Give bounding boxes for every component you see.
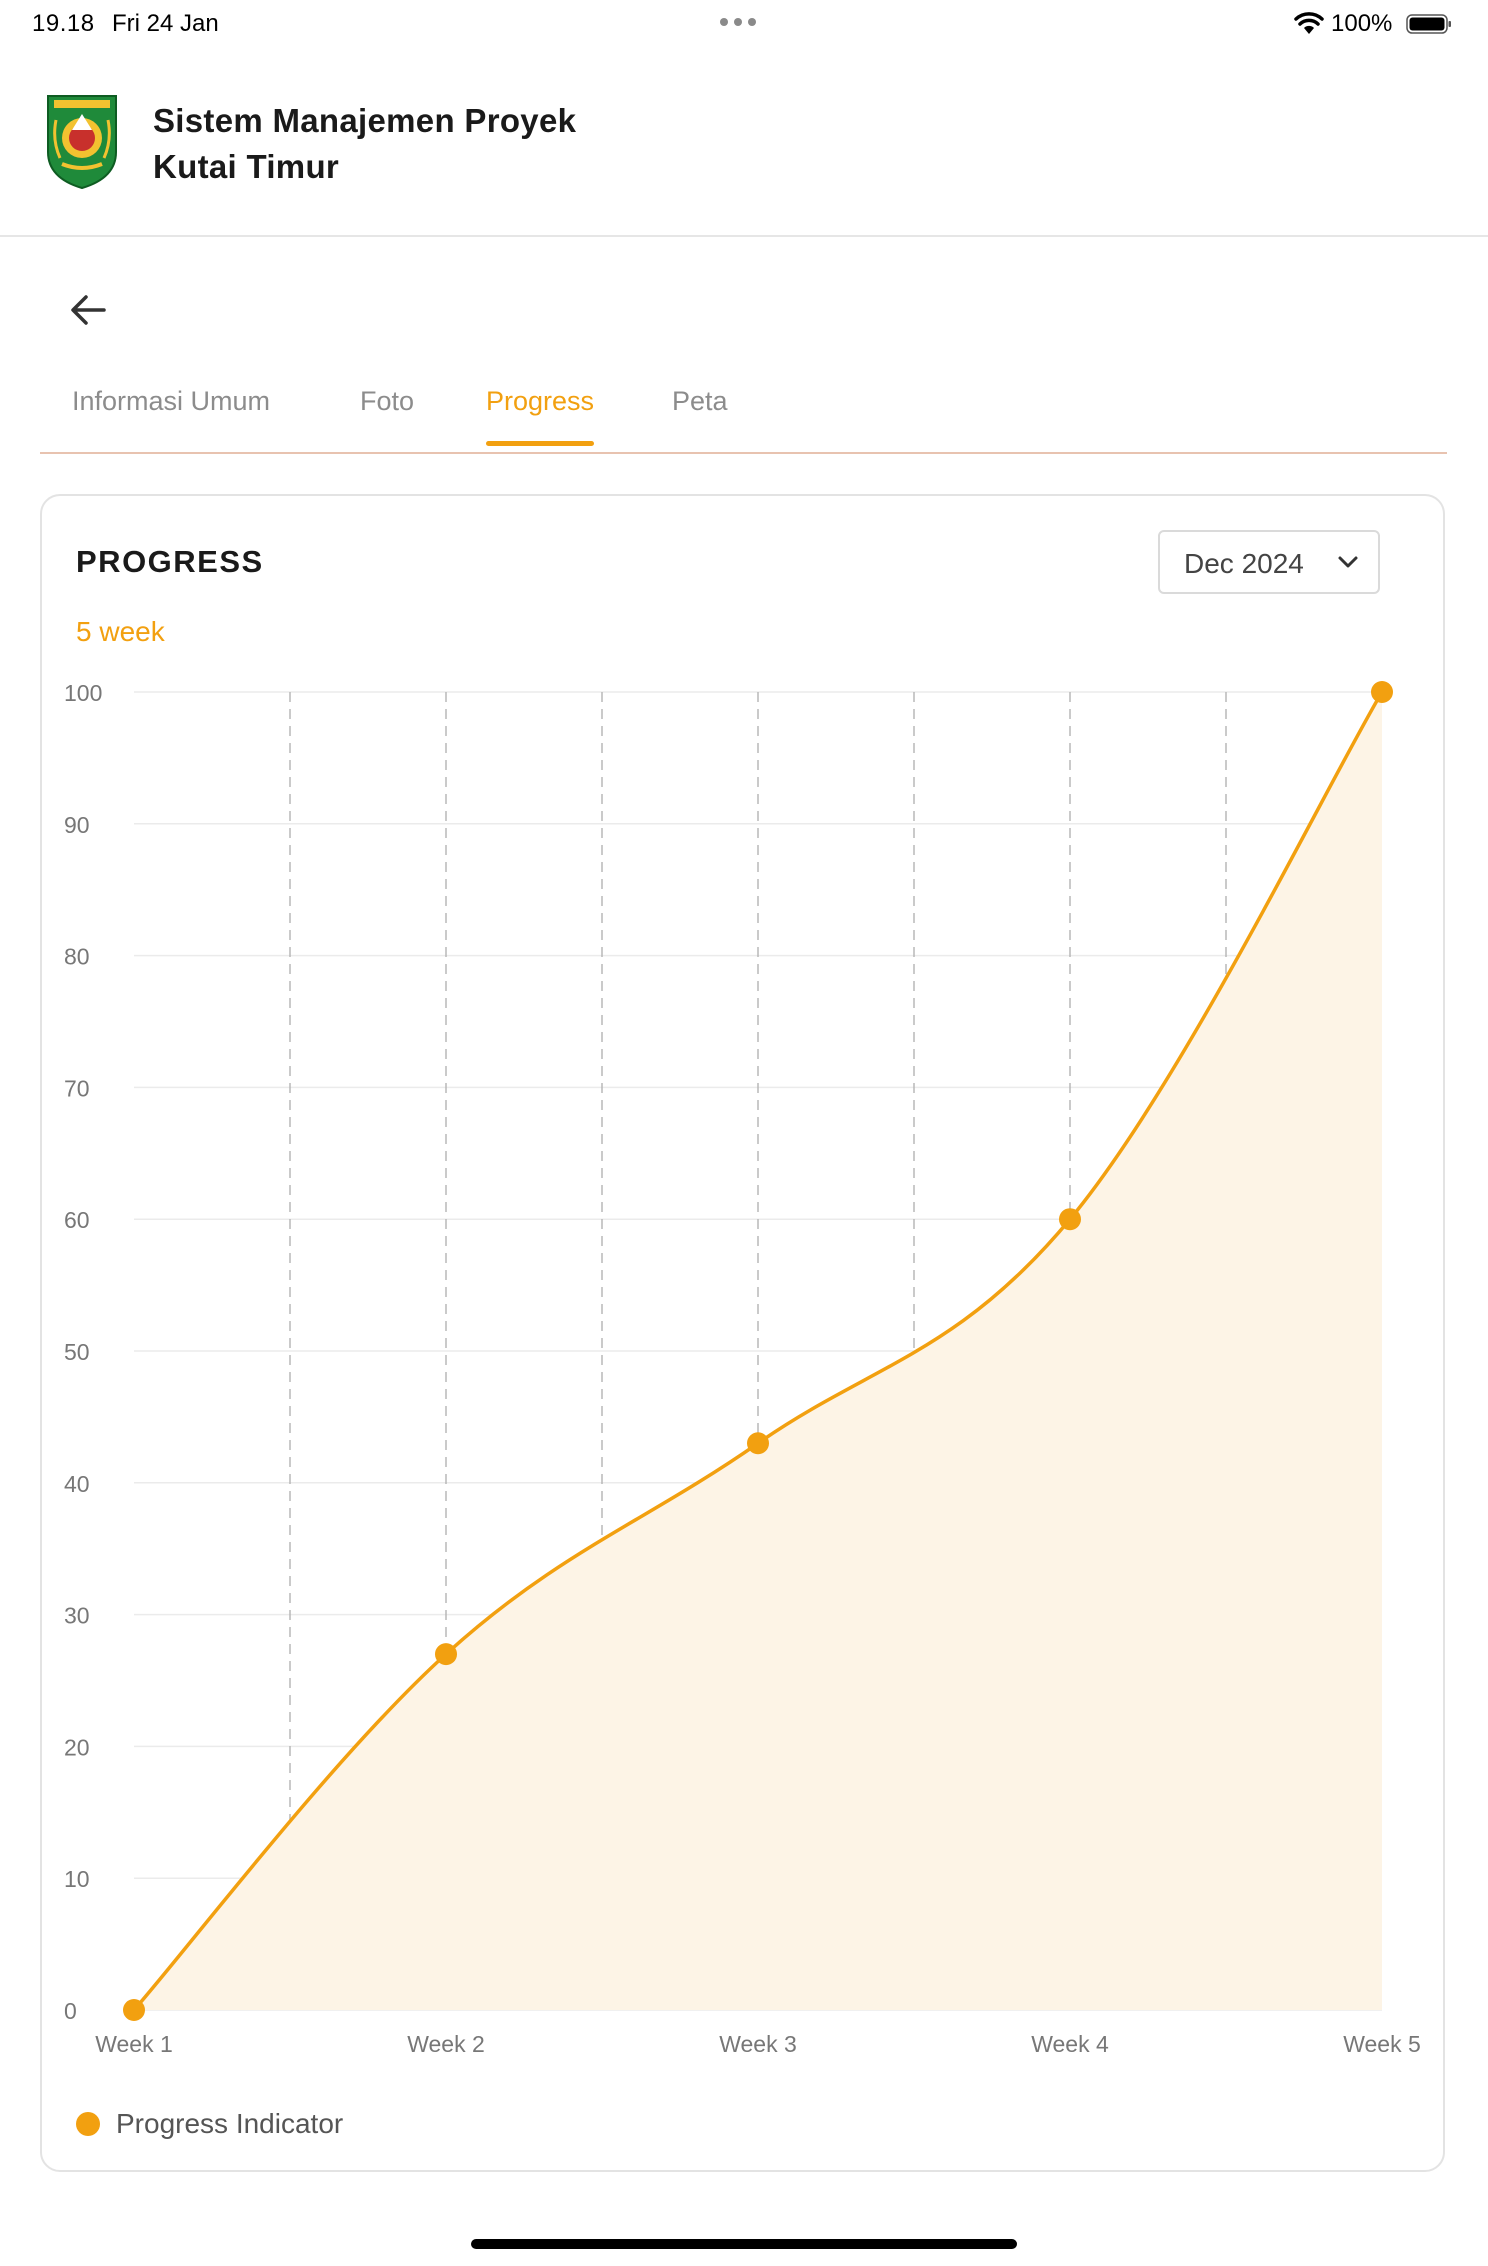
card-title: PROGRESS [76,544,264,579]
data-point [747,1432,769,1455]
y-tick-label: 50 [64,1339,90,1365]
y-tick-label: 100 [64,680,102,706]
app-title-line-1: Sistem Manajemen Proyek [153,102,577,139]
y-tick-label: 30 [64,1603,90,1629]
home-indicator[interactable] [471,2239,1017,2249]
month-select-value: Dec 2024 [1184,548,1304,579]
y-tick-label: 60 [64,1207,90,1233]
x-tick-label: Week 3 [719,2031,797,2057]
tab-foto[interactable]: Foto [360,386,415,416]
tab-peta[interactable]: Peta [672,386,728,416]
wifi-icon [1294,12,1324,34]
multitasking-dots-icon[interactable] [720,18,756,26]
y-tick-label: 40 [64,1471,90,1497]
data-point [435,1643,457,1666]
x-tick-label: Week 1 [95,2031,173,2057]
progress-chart: 0 10 20 30 40 50 60 70 80 90 100 Week 1 Week 2 Week 3… [64,680,1421,2057]
kutai-timur-logo [47,95,117,190]
y-tick-label: 0 [64,1998,77,2024]
battery-icon [1406,14,1451,34]
progress-card: PROGRESS 5 week Dec 2024 0 10 20 30 40 50 60 70… [40,494,1445,2172]
y-tick-label: 10 [64,1866,90,1892]
data-point [1371,681,1393,703]
tab-informasi-umum[interactable]: Informasi Umum [72,386,271,416]
x-tick-label: Week 4 [1031,2031,1109,2057]
tab-bar: Informasi Umum Foto Progress Peta [40,380,1447,454]
chevron-down-icon [1338,556,1358,568]
y-tick-label: 20 [64,1734,90,1760]
y-tick-label: 80 [64,944,90,970]
x-tick-label: Week 5 [1343,2031,1421,2057]
y-tick-label: 90 [64,812,90,838]
data-point [123,1999,145,2021]
battery-percentage: 100% [1331,10,1393,37]
x-tick-label: Week 2 [407,2031,485,2057]
status-time: 19.18 [32,10,95,37]
y-tick-label: 70 [64,1075,90,1101]
series-line [132,691,1384,2012]
back-arrow-icon[interactable] [64,286,112,334]
legend-marker [76,2112,100,2136]
month-select[interactable]: Dec 2024 [1158,530,1380,594]
legend-label: Progress Indicator [116,2108,344,2139]
app-header: Sistem Manajemen Proyek Kutai Timur [0,48,1488,237]
app-title-line-2: Kutai Timur [153,148,340,185]
week-count: 5 week [76,616,165,647]
status-bar: 19.18 Fri 24 Jan 100% [0,0,1488,48]
app-title: Sistem Manajemen Proyek Kutai Timur [153,98,576,190]
area-fill [134,692,1382,2010]
tab-progress[interactable]: Progress [486,386,595,448]
status-date: Fri 24 Jan [112,10,219,37]
data-point [1059,1208,1081,1231]
